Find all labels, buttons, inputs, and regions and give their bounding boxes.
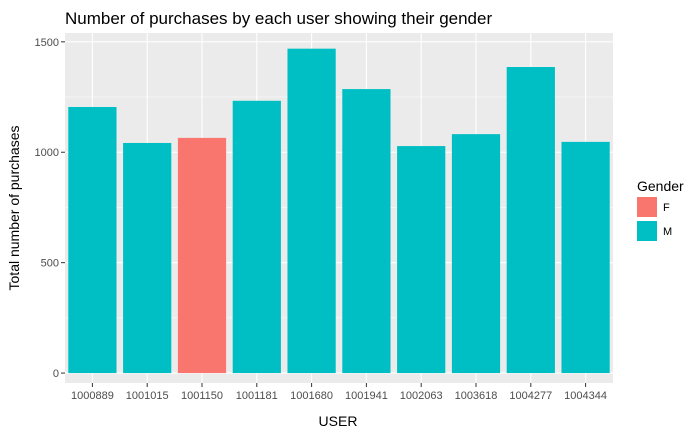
legend-title: Gender <box>637 178 684 194</box>
legend-key-M <box>637 221 657 241</box>
x-tick-label: 1001015 <box>126 390 169 402</box>
y-tick-label: 0 <box>53 368 59 380</box>
x-tick-label: 1001181 <box>236 390 278 402</box>
x-tick-label: 1002063 <box>400 390 443 402</box>
y-axis: 0 500 1000 1500 <box>35 37 65 380</box>
bar-1001680 <box>287 48 336 374</box>
bar-1004344 <box>561 141 610 374</box>
y-tick-label: 1000 <box>35 147 59 159</box>
x-tick-label: 1003618 <box>455 390 498 402</box>
legend-label-F: F <box>663 202 670 214</box>
y-axis-title: Total number of purchases <box>6 126 22 291</box>
x-axis: 1000889 1001015 1001150 1001181 1001680 10019… <box>71 383 607 402</box>
bar-1003618 <box>451 134 501 374</box>
legend: Gender FM <box>637 178 684 241</box>
bar-1001015 <box>123 142 172 374</box>
legend-label-M: M <box>663 226 672 238</box>
x-tick-label: 1004344 <box>564 390 607 402</box>
x-tick-label: 1001941 <box>345 390 388 402</box>
y-tick-label: 500 <box>41 258 59 270</box>
bars <box>68 48 610 374</box>
x-tick-label: 1001680 <box>290 390 333 402</box>
bar-1002063 <box>397 146 446 374</box>
legend-key-F <box>637 197 657 217</box>
x-tick-label: 1001150 <box>181 390 223 402</box>
bar-1004277 <box>506 67 555 374</box>
bar-1001941 <box>342 89 391 374</box>
bar-1000889 <box>68 106 117 374</box>
x-axis-title: USER <box>319 413 358 429</box>
x-tick-label: 1004277 <box>509 390 552 402</box>
bar-1001181 <box>232 100 281 374</box>
chart-title: Number of purchases by each user showing… <box>65 9 492 28</box>
bar-1001150 <box>177 137 227 374</box>
x-tick-label: 1000889 <box>71 390 114 402</box>
y-tick-label: 1500 <box>35 37 59 49</box>
